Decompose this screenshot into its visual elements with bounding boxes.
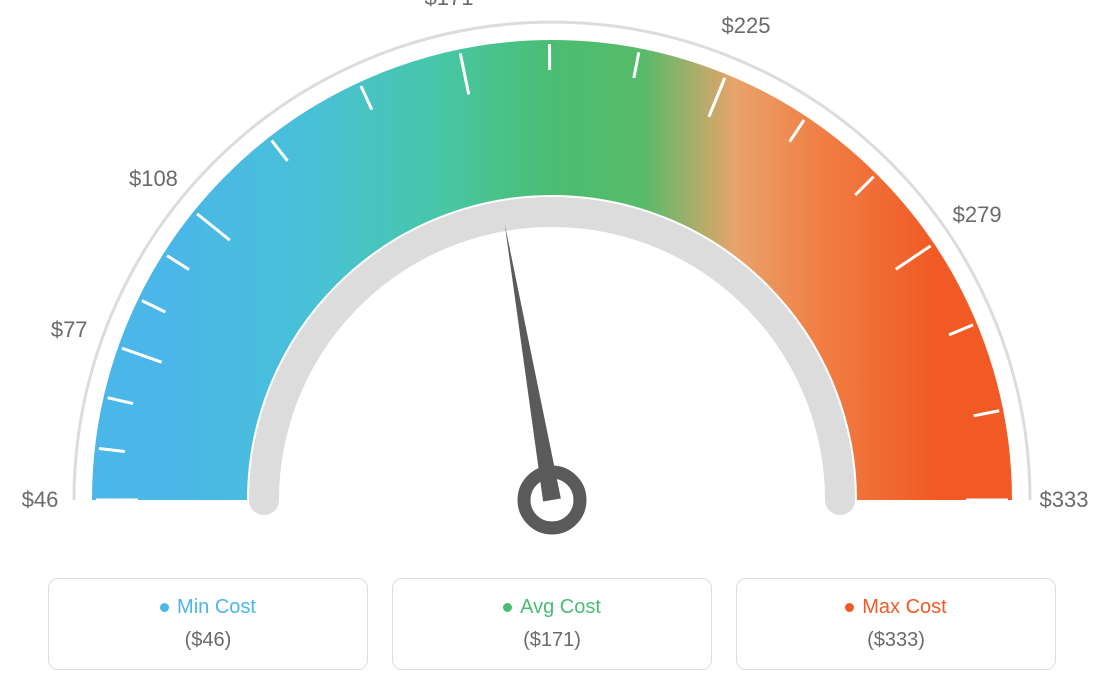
gauge-tick-label: $77 <box>51 317 88 343</box>
gauge-svg <box>0 0 1104 560</box>
legend-value-max: ($333) <box>867 629 925 652</box>
legend-row: Min Cost ($46) Avg Cost ($171) Max Cost … <box>0 578 1104 670</box>
legend-card-avg: Avg Cost ($171) <box>392 578 712 670</box>
legend-dot-avg <box>503 603 512 612</box>
gauge-tick-label: $225 <box>722 13 771 39</box>
legend-value-avg: ($171) <box>523 629 581 652</box>
gauge-chart: $46 $77 $108 $171 $225 $279 $333 <box>0 0 1104 560</box>
gauge-tick-label: $171 <box>425 0 474 11</box>
legend-label-min: Min Cost <box>177 596 256 619</box>
gauge-tick-label: $333 <box>1040 487 1089 513</box>
legend-title-avg: Avg Cost <box>503 596 601 619</box>
legend-card-max: Max Cost ($333) <box>736 578 1056 670</box>
legend-dot-max <box>845 603 854 612</box>
legend-title-max: Max Cost <box>845 596 946 619</box>
legend-label-avg: Avg Cost <box>520 596 601 619</box>
legend-value-min: ($46) <box>185 629 232 652</box>
legend-title-min: Min Cost <box>160 596 256 619</box>
legend-dot-min <box>160 603 169 612</box>
legend-card-min: Min Cost ($46) <box>48 578 368 670</box>
gauge-tick-label: $46 <box>22 487 59 513</box>
gauge-tick-label: $279 <box>953 202 1002 228</box>
legend-label-max: Max Cost <box>862 596 946 619</box>
gauge-tick-label: $108 <box>129 166 178 192</box>
